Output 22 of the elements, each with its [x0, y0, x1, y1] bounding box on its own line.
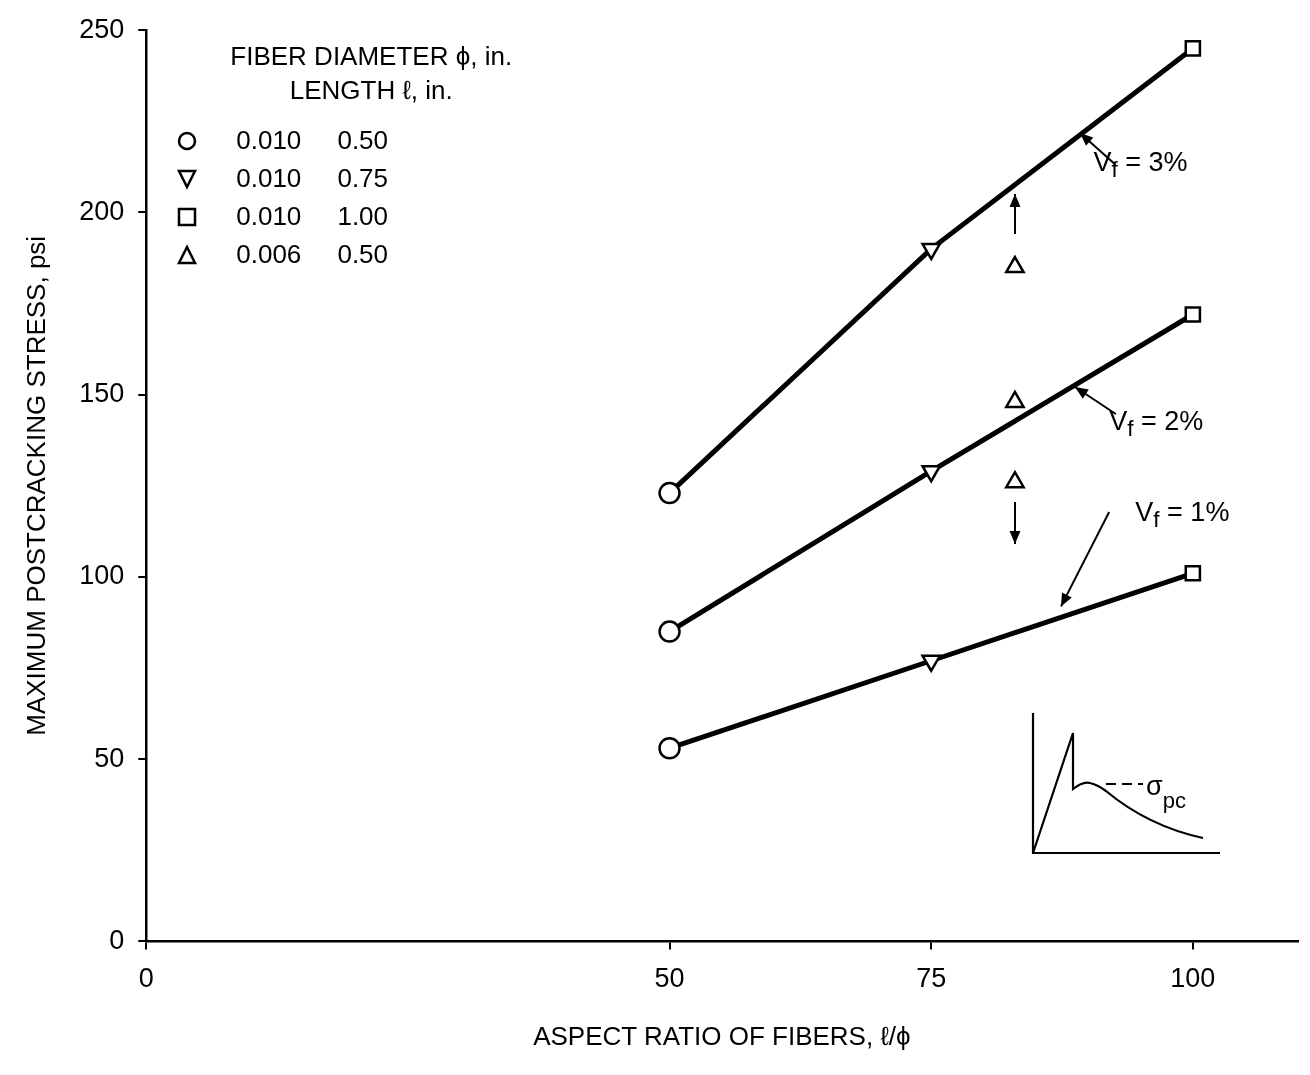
x-tick-label: 50 — [654, 963, 685, 994]
y-tick-label: 100 — [79, 560, 125, 591]
legend-label: 0.006 0.50 — [236, 239, 389, 271]
annotation: σ$_{pc}$ — [1145, 771, 1186, 813]
y-tick-label: 150 — [79, 378, 125, 409]
series-label: V$_{f}$ = 2% — [1109, 405, 1204, 443]
text: V$_{f}$ = 1% — [1135, 496, 1230, 534]
series-label: V$_{f}$ = 3% — [1093, 146, 1188, 184]
legend-title: FIBER DIAMETER ϕ, in. LENGTH ℓ, in. — [229, 40, 514, 107]
y-tick-label: 250 — [79, 13, 125, 44]
x-axis-title: ASPECT RATIO OF FIBERS, ℓ/ϕ — [533, 1020, 911, 1051]
stress-strain-sketch: σ$_{pc}$ — [1027, 711, 1248, 862]
y-tick-label: 0 — [109, 924, 125, 955]
x-tick-label: 75 — [916, 963, 947, 994]
x-tick-label: 100 — [1170, 963, 1216, 994]
legend-label: 0.010 0.75 — [236, 163, 389, 195]
y-axis-title: MAXIMUM POSTCRACKING STRESS, psi — [20, 235, 51, 736]
legend-label: 0.010 1.00 — [236, 201, 389, 233]
y-tick-label: 200 — [79, 195, 125, 226]
x-tick-label: 0 — [138, 963, 154, 994]
legend-label: 0.010 0.50 — [236, 125, 389, 157]
y-tick-label: 50 — [94, 742, 125, 773]
